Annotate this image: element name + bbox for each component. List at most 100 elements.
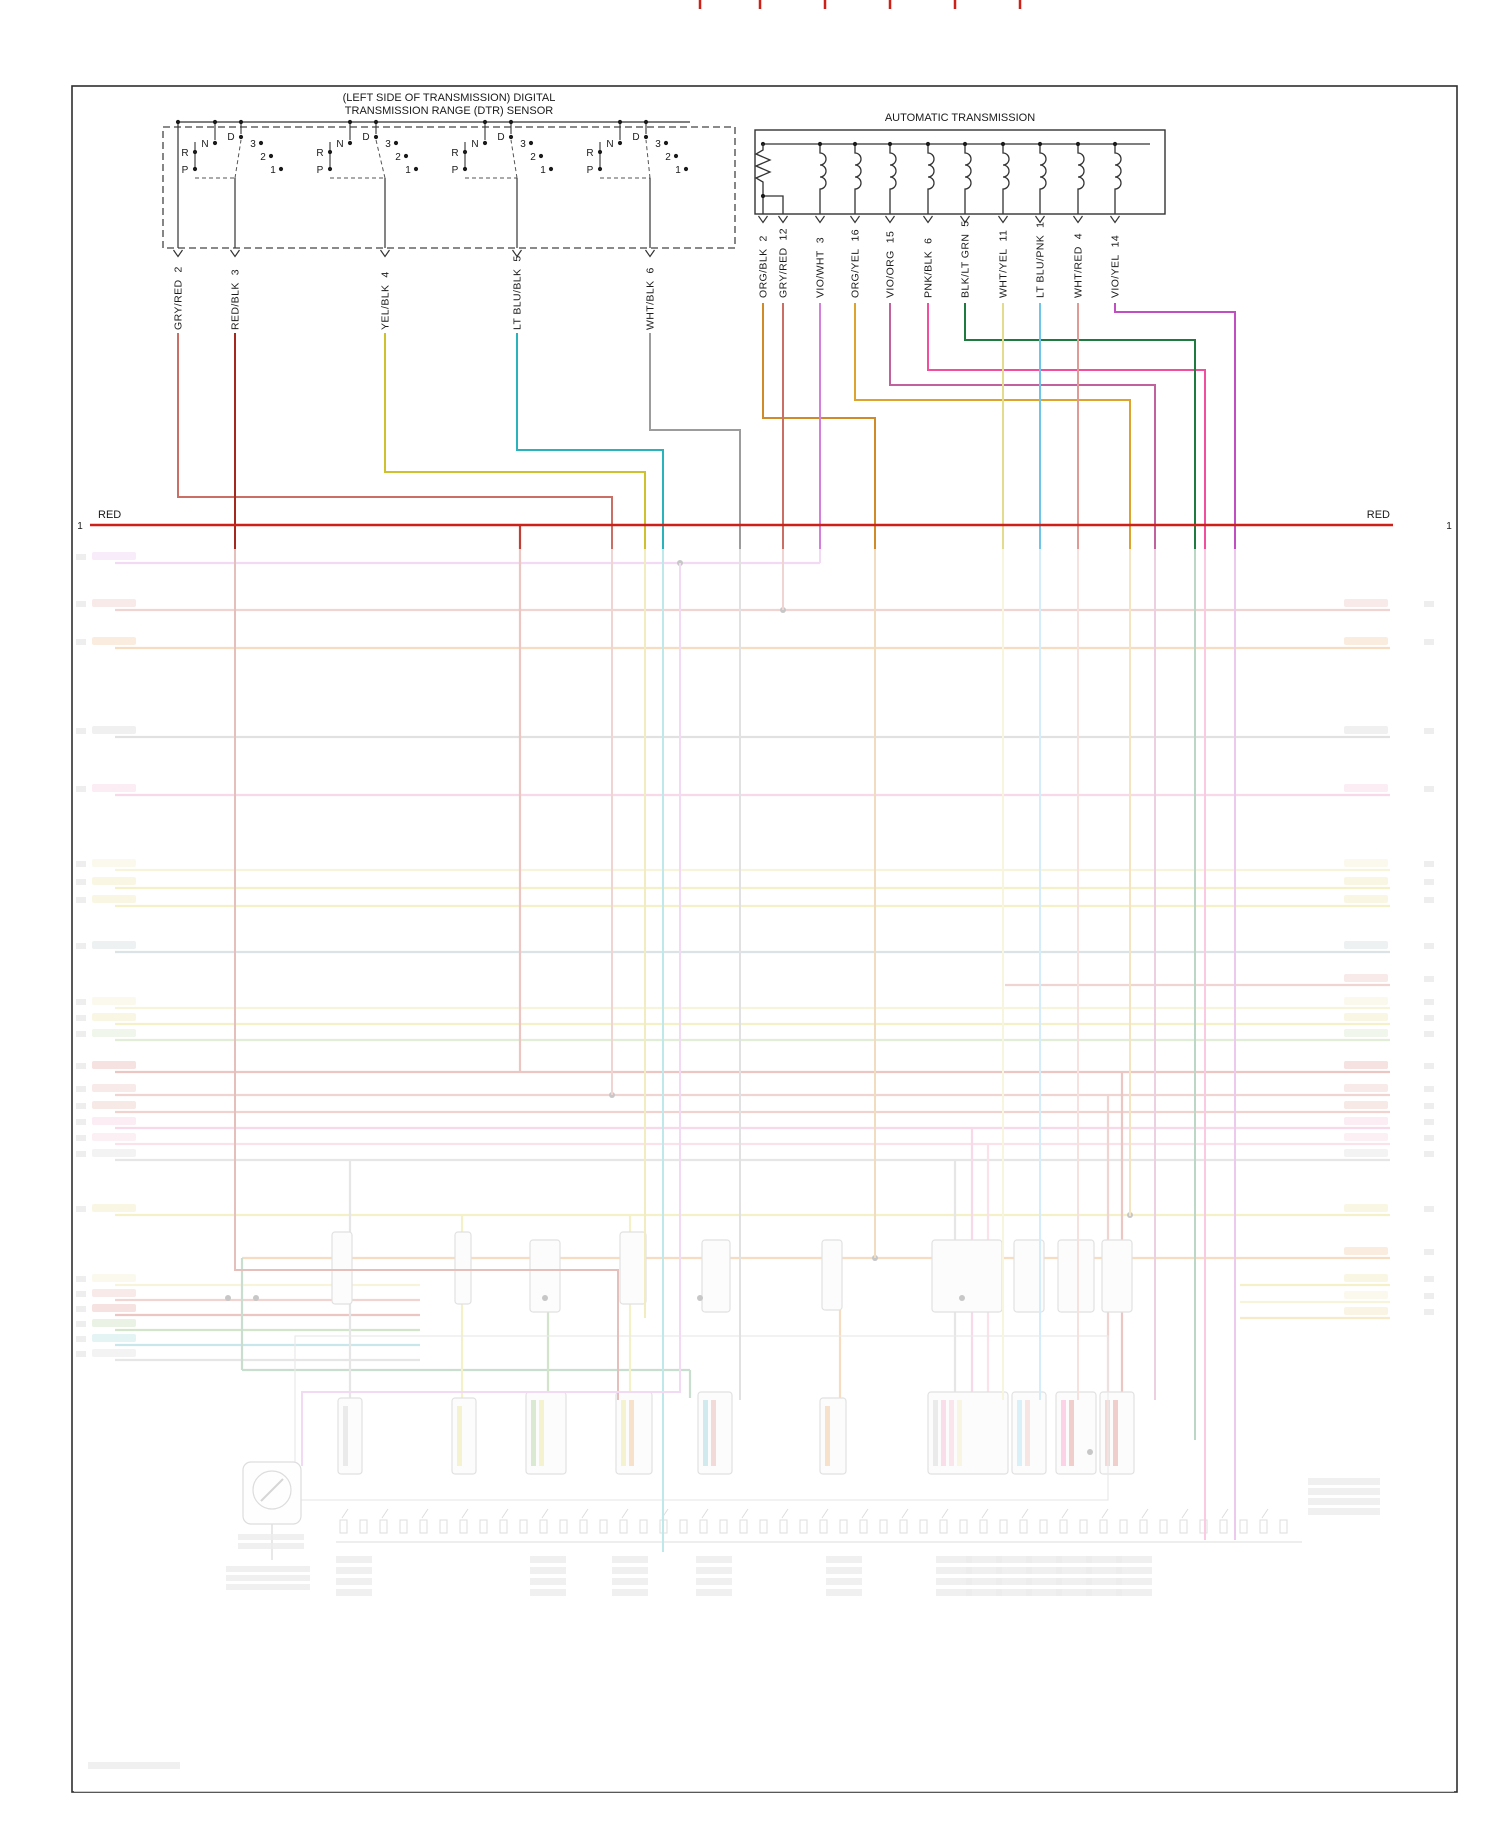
switch-contact-dot	[238, 134, 244, 140]
wht-blk-6-label-text: WHT/BLK	[645, 281, 657, 330]
switch-position-label-n: N	[471, 139, 478, 150]
dtr-sensor-title-line1: (LEFT SIDE OF TRANSMISSION) DIGITAL	[343, 92, 556, 104]
connector-arrow-icon-org-yel-16	[850, 215, 860, 224]
switch-arm-dashed	[234, 139, 242, 179]
wire-label-org-yel-16: ORG/YEL 16	[850, 229, 862, 298]
wire-label-gry-red-2: GRY/RED 2	[173, 266, 185, 330]
connector-arrow-icon-pnk-blk-6	[923, 215, 933, 224]
switch-position-label-3: 3	[250, 139, 256, 150]
vio-org-15-label-text: VIO/ORG	[885, 250, 897, 298]
blk-lt-grn-5-label-text: BLK/LT GRN	[960, 234, 972, 298]
switch-contact-dot	[673, 153, 679, 159]
switch-position-label-2: 2	[530, 152, 536, 163]
junction-dot	[373, 119, 379, 125]
junction-dot	[760, 193, 766, 199]
switch-position-label-3: 3	[385, 139, 391, 150]
junction-dot	[617, 119, 623, 125]
switch-arm-dashed	[510, 139, 518, 179]
dtr-sensor-box	[162, 126, 736, 249]
wire-label-vio-yel-14: VIO/YEL 14	[1110, 235, 1122, 298]
switch-position-label-n: N	[201, 139, 208, 150]
grid-number-right: 1	[1446, 521, 1452, 532]
solenoid-coil-icon	[964, 144, 972, 214]
gry-red-2-pin-number: 2	[173, 266, 185, 272]
switch-position-label-p: P	[452, 165, 459, 176]
switch-contact-dot	[327, 149, 333, 155]
switch-position-label-2: 2	[395, 152, 401, 163]
switch-contact-dot	[683, 166, 689, 172]
switch-contact-dot	[538, 153, 544, 159]
org-blk-2-label-text: ORG/BLK	[758, 249, 770, 298]
wht-red-4-pin-number: 4	[1073, 233, 1085, 239]
junction-dot	[1000, 141, 1006, 147]
junction-dot	[887, 141, 893, 147]
switch-arm-dashed	[375, 139, 386, 179]
switch-contact-dot	[268, 153, 274, 159]
pnk-blk-6-pin-number: 6	[923, 238, 935, 244]
dtr-sensor-title-line2: TRANSMISSION RANGE (DTR) SENSOR	[345, 105, 553, 117]
connector-arrow-icon-lt-blu-pnk-1	[1035, 215, 1045, 224]
wire-label-blk-lt-grn-5: BLK/LT GRN 5	[960, 220, 972, 298]
wire-label-org-blk-2: ORG/BLK 2	[758, 235, 770, 298]
gry-red-12-pin-number: 12	[778, 228, 790, 240]
red-blk-3-label-text: RED/BLK	[230, 282, 242, 330]
switch-contact-dot	[528, 140, 534, 146]
switch-position-label-p: P	[587, 165, 594, 176]
connector-arrow-icon-wht-red-4	[1073, 215, 1083, 224]
switch-position-label-2: 2	[260, 152, 266, 163]
connector-arrow-icon-gry-red-2	[173, 249, 183, 258]
vio-yel-14-label-text: VIO/YEL	[1110, 254, 1122, 298]
switch-contact-dot	[192, 149, 198, 155]
connector-arrow-icon-org-blk-2	[758, 215, 768, 224]
junction-dot	[238, 119, 244, 125]
switch-contact-dot	[278, 166, 284, 172]
solenoid-coil-icon	[819, 144, 827, 214]
switch-position-label-2: 2	[665, 152, 671, 163]
switch-contact-dot	[462, 166, 468, 172]
connector-arrow-icon-yel-blk-4	[380, 249, 390, 258]
connector-arrow-icon-wht-yel-11	[998, 215, 1008, 224]
switch-contact-dot	[617, 140, 623, 146]
yel-blk-4-label-text: YEL/BLK	[380, 285, 392, 330]
solenoid-coil-icon	[927, 144, 935, 214]
junction-dot	[508, 119, 514, 125]
switch-position-label-3: 3	[520, 139, 526, 150]
switch-position-label-1: 1	[540, 165, 546, 176]
lt-blu-pnk-1-label-text: LT BLU/PNK	[1035, 235, 1047, 298]
switch-position-label-3: 3	[655, 139, 661, 150]
switch-contact-dot	[258, 140, 264, 146]
lt-blu-pnk-1-pin-number: 1	[1035, 222, 1047, 228]
solenoid-coil-icon	[854, 144, 862, 214]
red-blk-3-pin-number: 3	[230, 269, 242, 275]
switch-position-label-d: D	[497, 132, 504, 143]
wire-label-pnk-blk-6: PNK/BLK 6	[923, 238, 935, 298]
junction-dot	[925, 141, 931, 147]
switch-position-label-p: P	[182, 165, 189, 176]
switch-arm-dashed	[645, 139, 651, 179]
switch-position-label-n: N	[606, 139, 613, 150]
resistor-icon	[754, 144, 784, 214]
junction-dot	[817, 141, 823, 147]
switch-contact-dot	[482, 140, 488, 146]
switch-position-label-d: D	[227, 132, 234, 143]
wire-label-wht-red-4: WHT/RED 4	[1073, 233, 1085, 298]
solenoid-coil-icon	[1114, 144, 1122, 214]
junction-dot	[643, 119, 649, 125]
wire-label-vio-org-15: VIO/ORG 15	[885, 231, 897, 298]
page-edge-marks	[698, 0, 1022, 9]
junction-dot	[1075, 141, 1081, 147]
junction-dot	[212, 119, 218, 125]
switch-contact-dot	[597, 166, 603, 172]
red-bus-label-right: RED	[1367, 509, 1390, 521]
vio-wht-3-label-text: VIO/WHT	[815, 250, 827, 298]
switch-contact-dot	[393, 140, 399, 146]
schematic-base-layer: (LEFT SIDE OF TRANSMISSION) DIGITAL TRAN…	[71, 85, 1458, 1793]
switch-position-label-n: N	[336, 139, 343, 150]
switch-contact-dot	[373, 134, 379, 140]
connector-arrow-icon-vio-yel-14	[1110, 215, 1120, 224]
junction-dot	[962, 141, 968, 147]
org-blk-2-pin-number: 2	[758, 235, 770, 241]
vio-org-15-pin-number: 15	[885, 231, 897, 243]
junction-dot	[1037, 141, 1043, 147]
switch-position-label-1: 1	[270, 165, 276, 176]
